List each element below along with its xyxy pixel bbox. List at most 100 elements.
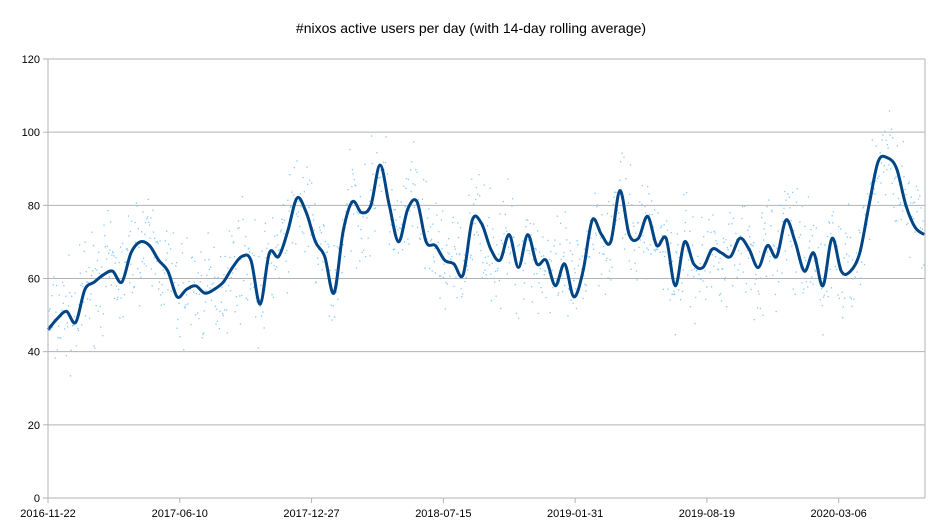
- x-tick-label: 2018-07-15: [415, 508, 471, 520]
- daily-point: [354, 184, 356, 186]
- daily-point: [95, 305, 97, 307]
- daily-point: [691, 244, 694, 246]
- daily-point: [600, 237, 602, 239]
- daily-point: [297, 215, 299, 217]
- daily-point: [790, 220, 792, 222]
- daily-point: [77, 329, 79, 332]
- daily-point: [645, 212, 647, 214]
- daily-point: [606, 212, 609, 215]
- daily-point: [440, 219, 443, 221]
- daily-point: [845, 232, 847, 234]
- daily-point: [254, 219, 256, 221]
- daily-point: [586, 230, 588, 232]
- daily-point: [218, 327, 220, 330]
- daily-point: [764, 233, 767, 235]
- daily-point: [863, 263, 866, 266]
- daily-point: [542, 236, 544, 238]
- daily-point: [243, 280, 245, 282]
- daily-point: [676, 233, 678, 235]
- daily-point: [517, 245, 519, 247]
- daily-point: [464, 280, 466, 283]
- daily-point: [312, 219, 315, 221]
- daily-point: [168, 243, 170, 245]
- daily-point: [231, 235, 233, 237]
- daily-point: [694, 322, 696, 325]
- daily-point: [386, 173, 388, 175]
- daily-point: [415, 169, 417, 171]
- daily-point: [736, 276, 738, 279]
- daily-point: [202, 332, 205, 334]
- daily-point: [253, 254, 255, 257]
- daily-point: [152, 209, 154, 211]
- daily-point: [506, 273, 508, 275]
- daily-point: [527, 219, 529, 221]
- daily-point: [142, 211, 144, 213]
- daily-point: [850, 298, 852, 300]
- daily-point: [284, 252, 286, 254]
- daily-point: [890, 128, 893, 130]
- daily-point: [115, 256, 117, 259]
- daily-point: [211, 283, 213, 285]
- daily-point: [725, 239, 727, 241]
- daily-point: [105, 285, 107, 288]
- daily-point: [828, 222, 831, 224]
- daily-point: [810, 229, 812, 231]
- daily-point: [80, 284, 82, 286]
- daily-point: [540, 255, 543, 257]
- daily-point: [194, 260, 196, 262]
- daily-point: [457, 236, 460, 239]
- daily-point: [226, 332, 228, 334]
- daily-point: [891, 182, 893, 185]
- daily-point: [289, 174, 291, 176]
- daily-point: [409, 210, 411, 212]
- daily-point: [885, 139, 887, 141]
- daily-point: [363, 249, 365, 252]
- daily-point: [235, 268, 237, 270]
- daily-point: [593, 248, 595, 250]
- daily-point: [219, 310, 221, 312]
- daily-point: [579, 258, 581, 260]
- daily-point: [57, 336, 59, 339]
- daily-point: [259, 305, 261, 307]
- y-tick-label: 20: [28, 420, 40, 432]
- daily-point: [560, 222, 562, 224]
- daily-point: [583, 275, 585, 277]
- daily-point: [261, 250, 263, 252]
- daily-point: [198, 293, 201, 295]
- daily-point: [150, 268, 153, 270]
- daily-point: [847, 261, 849, 263]
- daily-point: [410, 190, 412, 193]
- daily-point: [188, 280, 190, 283]
- daily-point: [106, 258, 108, 260]
- daily-point: [898, 204, 900, 206]
- daily-point: [461, 296, 463, 298]
- daily-point: [247, 248, 249, 250]
- daily-point: [233, 256, 236, 258]
- daily-point: [648, 193, 650, 195]
- daily-point: [784, 250, 786, 252]
- daily-point: [313, 229, 315, 231]
- daily-point: [114, 262, 116, 264]
- daily-point: [853, 298, 855, 300]
- daily-point: [117, 296, 119, 298]
- daily-point: [493, 277, 495, 279]
- daily-point: [766, 251, 769, 253]
- daily-point: [608, 201, 610, 203]
- daily-point: [838, 297, 840, 299]
- daily-point: [255, 316, 257, 318]
- daily-point: [656, 248, 659, 251]
- daily-point: [567, 315, 569, 317]
- daily-point: [862, 207, 864, 209]
- daily-point: [475, 198, 477, 201]
- daily-point: [166, 252, 168, 254]
- daily-point: [852, 278, 854, 280]
- daily-point: [718, 262, 720, 264]
- daily-point: [428, 267, 431, 270]
- daily-point: [496, 244, 498, 246]
- daily-point: [331, 319, 333, 321]
- daily-point: [144, 233, 146, 236]
- daily-point: [741, 217, 743, 220]
- daily-point: [469, 212, 471, 214]
- daily-point: [250, 283, 252, 285]
- daily-point: [231, 272, 234, 274]
